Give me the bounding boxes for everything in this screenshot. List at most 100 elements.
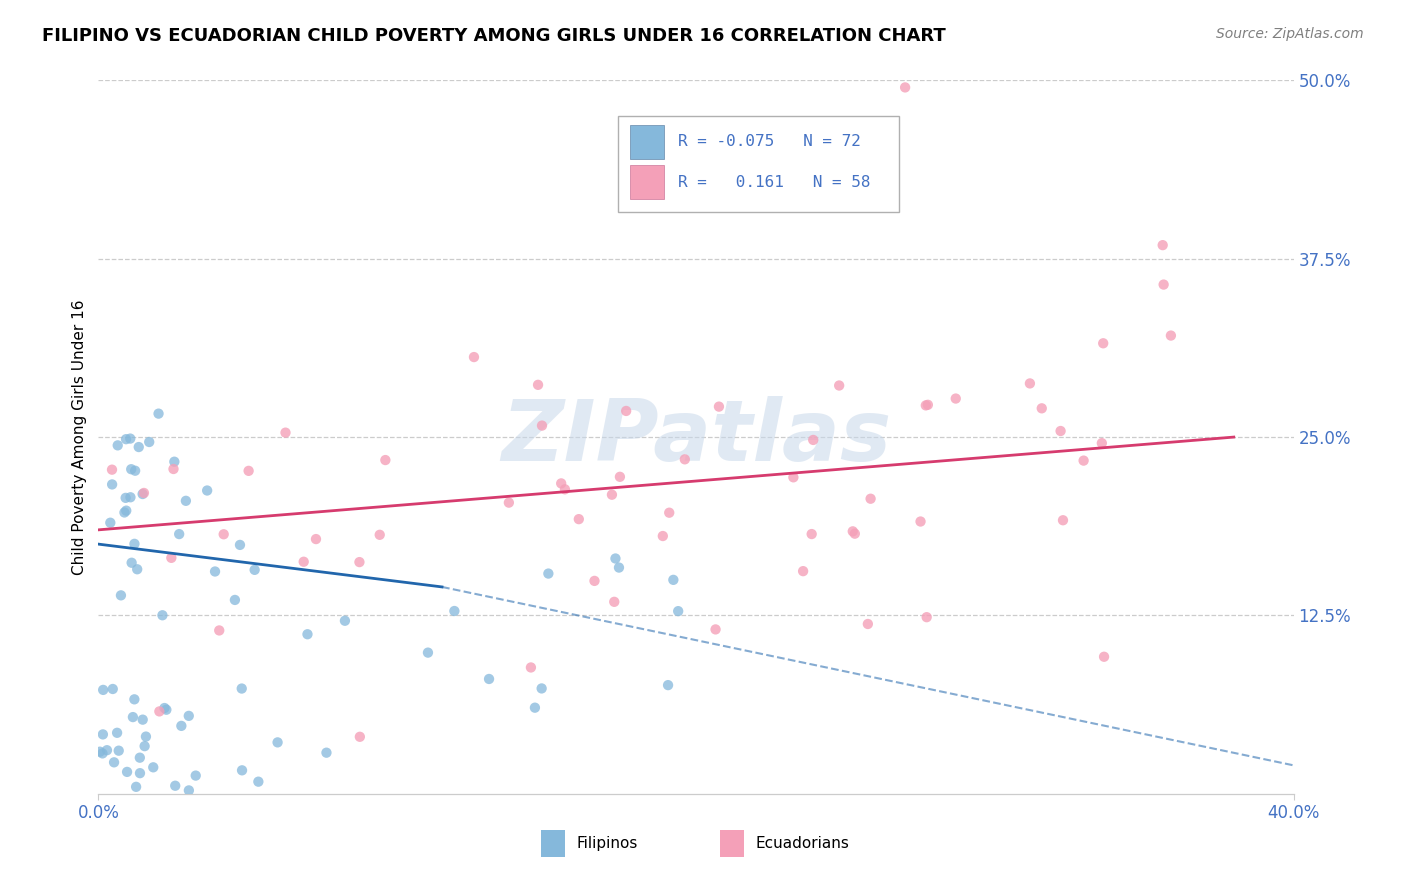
Point: [129, 766, 152, 780]
Point: [666, 604, 689, 618]
Point: [603, 595, 626, 609]
Point: [305, 532, 328, 546]
Point: [707, 400, 730, 414]
Point: [673, 452, 696, 467]
Point: [657, 678, 679, 692]
Point: [121, 556, 143, 570]
Point: [297, 627, 319, 641]
Point: [859, 491, 882, 506]
Point: [115, 764, 138, 779]
Point: [1092, 336, 1115, 351]
Point: [125, 780, 148, 794]
Point: [212, 527, 235, 541]
Point: [208, 624, 231, 638]
Text: Source: ZipAtlas.com: Source: ZipAtlas.com: [1216, 27, 1364, 41]
Point: [152, 608, 174, 623]
Point: [1019, 376, 1042, 391]
Point: [614, 404, 637, 418]
Point: [103, 756, 125, 770]
Point: [231, 681, 253, 696]
Point: [607, 560, 630, 574]
Point: [1160, 328, 1182, 343]
Point: [523, 700, 546, 714]
Point: [120, 490, 142, 504]
Point: [842, 524, 865, 539]
Point: [131, 487, 153, 501]
Point: [609, 470, 631, 484]
Point: [138, 435, 160, 450]
Point: [537, 566, 560, 581]
Point: [127, 562, 149, 576]
Point: [704, 623, 727, 637]
Point: [160, 550, 183, 565]
Point: [416, 646, 439, 660]
Point: [89, 745, 111, 759]
Text: R =   0.161   N = 58: R = 0.161 N = 58: [678, 175, 870, 190]
Point: [128, 750, 150, 764]
Point: [101, 681, 124, 696]
Point: [155, 703, 177, 717]
Point: [170, 719, 193, 733]
Point: [238, 464, 260, 478]
Point: [124, 537, 146, 551]
Point: [122, 710, 145, 724]
Point: [600, 488, 623, 502]
Point: [231, 764, 253, 778]
Point: [568, 512, 591, 526]
Text: R = -0.075   N = 72: R = -0.075 N = 72: [678, 134, 860, 149]
Point: [315, 746, 337, 760]
Point: [229, 538, 252, 552]
Point: [101, 477, 124, 491]
FancyBboxPatch shape: [619, 116, 900, 212]
Point: [115, 432, 138, 446]
Point: [91, 682, 114, 697]
Point: [96, 743, 118, 757]
Point: [917, 398, 939, 412]
Point: [1152, 238, 1174, 252]
Point: [520, 660, 543, 674]
Point: [782, 470, 804, 484]
Point: [1091, 436, 1114, 450]
Point: [174, 493, 197, 508]
Point: [110, 588, 132, 602]
Point: [894, 80, 917, 95]
Point: [153, 701, 176, 715]
Point: [651, 529, 673, 543]
Point: [333, 614, 356, 628]
Point: [662, 573, 685, 587]
Point: [124, 692, 146, 706]
Point: [292, 555, 315, 569]
Point: [554, 483, 576, 497]
Point: [163, 455, 186, 469]
Point: [527, 377, 550, 392]
Point: [844, 526, 866, 541]
Point: [105, 726, 128, 740]
Point: [443, 604, 465, 618]
Text: Filipinos: Filipinos: [576, 837, 638, 851]
Point: [274, 425, 297, 440]
Point: [195, 483, 218, 498]
FancyBboxPatch shape: [720, 830, 744, 857]
Point: [128, 440, 150, 454]
Point: [132, 486, 155, 500]
Text: ZIPatlas: ZIPatlas: [501, 395, 891, 479]
Point: [148, 407, 170, 421]
Point: [135, 730, 157, 744]
Point: [530, 418, 553, 433]
Point: [165, 779, 187, 793]
Point: [498, 496, 520, 510]
Point: [792, 564, 814, 578]
Point: [224, 593, 246, 607]
Point: [266, 735, 288, 749]
Point: [91, 747, 114, 761]
Point: [801, 433, 824, 447]
Point: [1073, 453, 1095, 467]
Point: [114, 491, 136, 505]
Point: [800, 527, 823, 541]
Point: [1049, 424, 1071, 438]
Point: [142, 760, 165, 774]
Point: [91, 727, 114, 741]
Point: [247, 774, 270, 789]
Point: [910, 515, 932, 529]
Point: [120, 462, 142, 476]
